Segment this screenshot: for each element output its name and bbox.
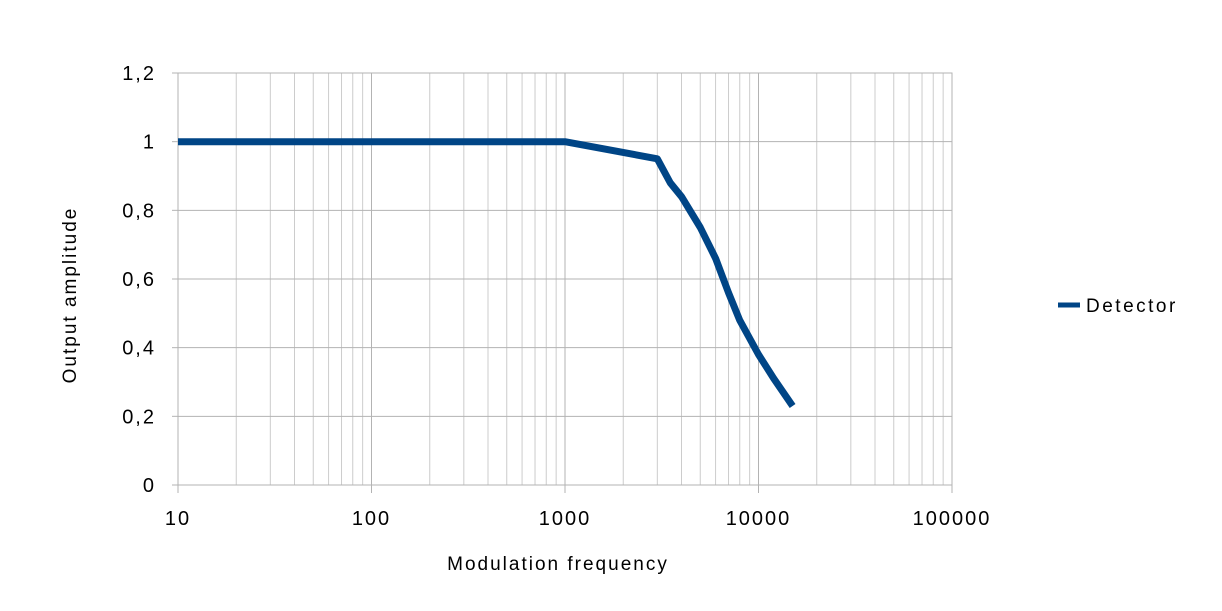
y-axis-title: Output amplitude: [60, 207, 81, 384]
x-tick-label: 1000: [539, 508, 592, 530]
grid: [177, 72, 952, 486]
y-tick-label: 0: [143, 475, 156, 497]
x-tick-label: 10000: [726, 508, 792, 530]
y-tick-label: 1: [143, 132, 156, 154]
legend: Detector: [1058, 296, 1178, 317]
x-axis-title: Modulation frequency: [447, 554, 669, 575]
y-tick-label: 0,2: [122, 406, 156, 428]
y-tick-label: 1,2: [122, 63, 156, 85]
series-line-detector: [178, 138, 796, 408]
axis-ticks: 0 0,2 0,4 0,6 0,8 1 1,2 10 100 1000 10000 100000: [122, 63, 992, 530]
y-tick-label: 0,6: [122, 269, 156, 291]
x-tick-label: 100: [352, 508, 391, 530]
x-tick-label: 100000: [913, 508, 992, 530]
y-tick-label: 0,4: [122, 338, 156, 360]
x-tick-label: 10: [165, 508, 191, 530]
series-group: [178, 138, 796, 408]
y-tick-label: 0,8: [122, 200, 156, 222]
legend-label-detector: Detector: [1086, 296, 1178, 317]
